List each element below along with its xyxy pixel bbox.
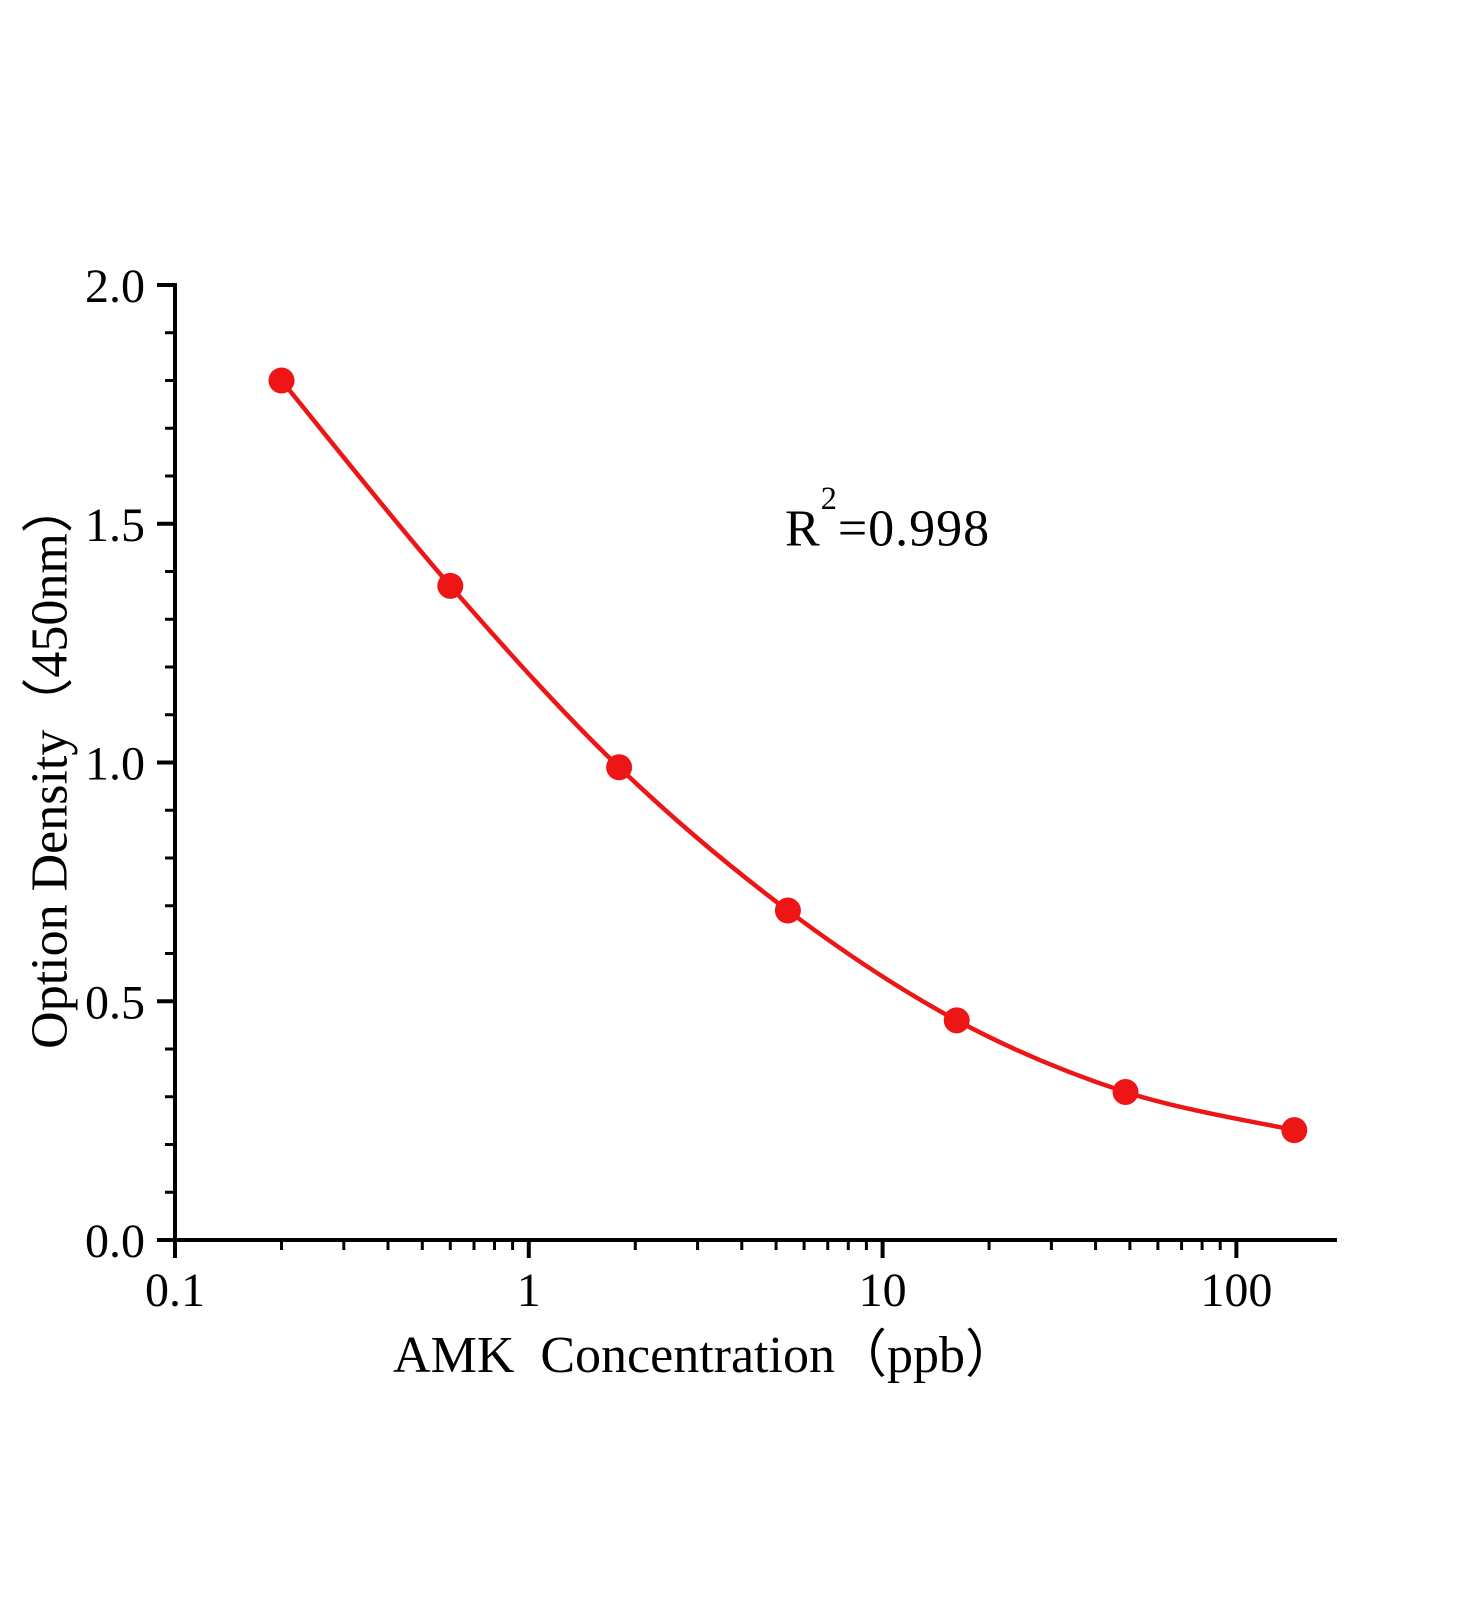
axes [173, 283, 1337, 1242]
data-point [268, 367, 295, 394]
y-tick-label: 1.0 [85, 738, 145, 791]
x-tick-label: 100 [1200, 1264, 1272, 1317]
y-tick-label: 0.0 [85, 1215, 145, 1268]
x-tick-label: 0.1 [145, 1264, 205, 1317]
x-axis-label: AMK Concentration（ppb） [393, 1327, 1017, 1384]
y-tick-label: 2.0 [85, 260, 145, 313]
y-axis-label: Option Density（450nm） [21, 481, 79, 1049]
data-point [943, 1007, 970, 1034]
data-point [1281, 1117, 1308, 1144]
annotation-value: =0.998 [837, 500, 991, 558]
data-point [1112, 1078, 1139, 1105]
y-tick-label: 0.5 [85, 976, 145, 1029]
series-line [279, 379, 1295, 1133]
x-tick-label: 10 [859, 1264, 907, 1317]
r-squared-annotation: R2=0.998 [785, 480, 991, 558]
data-point [606, 754, 633, 781]
annotation-base: R [785, 500, 821, 558]
data-point [437, 572, 464, 599]
annotation-exponent: 2 [820, 480, 838, 517]
y-tick-label: 1.5 [85, 499, 145, 552]
x-tick-label: 1 [517, 1264, 541, 1317]
data-point [774, 897, 801, 924]
